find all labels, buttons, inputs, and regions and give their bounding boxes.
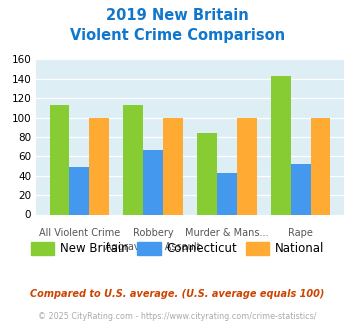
Text: © 2025 CityRating.com - https://www.cityrating.com/crime-statistics/: © 2025 CityRating.com - https://www.city… [38, 312, 317, 321]
Bar [50, 105, 69, 214]
Bar [163, 117, 183, 214]
Bar [89, 117, 109, 214]
Text: Compared to U.S. average. (U.S. average equals 100): Compared to U.S. average. (U.S. average … [30, 289, 325, 299]
Bar [217, 173, 237, 214]
Bar [69, 167, 89, 214]
Text: 2019 New Britain: 2019 New Britain [106, 8, 249, 23]
Bar [237, 117, 257, 214]
Bar [271, 76, 291, 215]
Bar [123, 105, 143, 214]
Text: Aggravated Assault: Aggravated Assault [105, 242, 201, 252]
Text: Violent Crime Comparison: Violent Crime Comparison [70, 28, 285, 43]
Text: Rape: Rape [288, 228, 313, 238]
Bar [143, 149, 163, 214]
Text: All Violent Crime: All Violent Crime [39, 228, 120, 238]
Legend: New Britain, Connecticut, National: New Britain, Connecticut, National [26, 237, 329, 260]
Text: Murder & Mans...: Murder & Mans... [185, 228, 269, 238]
Text: Robbery: Robbery [133, 228, 173, 238]
Bar [291, 164, 311, 214]
Bar [197, 133, 217, 214]
Bar [311, 117, 330, 214]
